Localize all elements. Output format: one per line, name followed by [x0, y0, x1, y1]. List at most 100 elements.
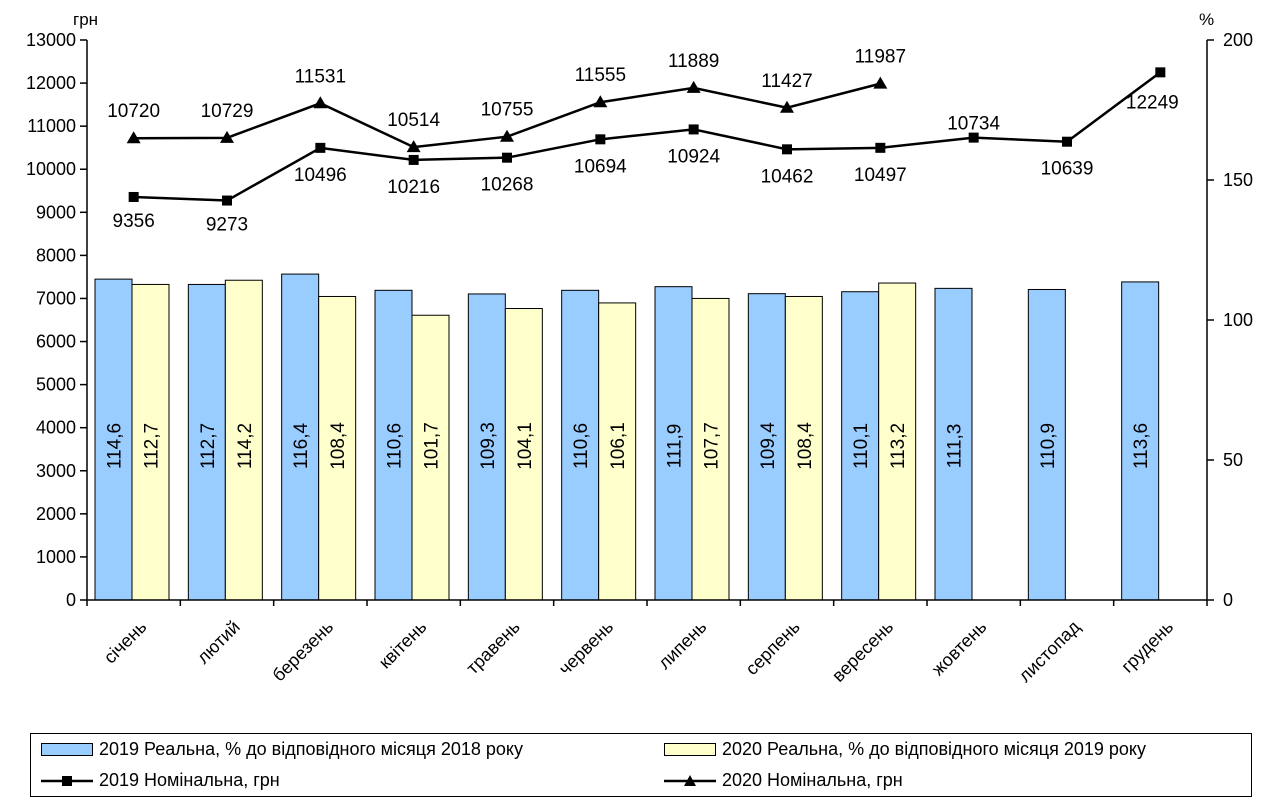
- bar: [784, 295, 823, 601]
- line-value-label: 10496: [294, 165, 347, 186]
- x-tick-label: листопад: [1015, 616, 1085, 686]
- x-tick-label: лютий: [193, 617, 244, 668]
- bar: [934, 287, 973, 601]
- x-tick-label: травень: [462, 617, 523, 678]
- line-marker-triangle: [313, 96, 328, 109]
- line-value-label: 10462: [761, 166, 814, 187]
- line-value-label: 10514: [387, 110, 440, 131]
- line-value-label: 10268: [481, 175, 534, 196]
- bar-value-label: 108,4: [328, 422, 349, 470]
- y-left-tick-label: 9000: [36, 202, 76, 222]
- line-marker-square: [782, 144, 792, 155]
- bar: [1121, 281, 1160, 601]
- line-marker-triangle: [126, 131, 141, 144]
- line-marker-triangle: [780, 100, 794, 113]
- line-value-label: 10694: [574, 156, 627, 177]
- line-value-label: 10924: [667, 146, 720, 167]
- y-left-tick-label: 11000: [27, 116, 76, 136]
- y-right-tick-label: 200: [1223, 30, 1253, 50]
- line-marker-triangle: [220, 130, 234, 143]
- line-value-label: 11987: [855, 47, 906, 68]
- legend-item-2020-nominal: 2020 Номінальна, грн: [664, 770, 903, 791]
- line-marker-square: [128, 191, 139, 202]
- y-left-tick-label: 0: [66, 590, 76, 610]
- line-marker-square: [222, 195, 232, 206]
- x-tick-label: квітень: [375, 617, 431, 673]
- y-left-tick-label: 6000: [36, 332, 76, 352]
- line-marker-square: [1155, 67, 1166, 78]
- bar-value-label: 113,6: [1131, 423, 1152, 469]
- legend-line-square-icon: [41, 775, 93, 786]
- bar: [878, 282, 917, 601]
- legend-item-2020-real: 2020 Реальна, % до відповідного місяця 2…: [664, 739, 1146, 760]
- lines-layer: 9356 9273 10496 10216 10268 10694 10924 10462 10…: [107, 47, 1179, 236]
- line-marker-square: [688, 124, 699, 135]
- legend-label-2019-real: 2019 Реальна, % до відповідного місяця 2…: [99, 739, 523, 759]
- legend-label-2019-nominal: 2019 Номінальна, грн: [99, 770, 280, 790]
- y-left-tick-label: 10000: [26, 159, 76, 179]
- legend-swatch-2020-real: [664, 743, 716, 756]
- y-left-tick-label: 1000: [36, 547, 76, 567]
- bar-value-label: 114,6: [105, 423, 126, 469]
- line-value-label: 10497: [854, 165, 907, 186]
- y-right-tick-label: 50: [1223, 450, 1243, 470]
- bar-value-label: 112,7: [142, 423, 163, 469]
- y-left-axis-label: грн: [73, 10, 98, 29]
- bar-value-label: 111,3: [945, 424, 966, 469]
- y-left-tick-label: 13000: [26, 30, 76, 50]
- line-value-label: 10729: [201, 101, 254, 122]
- line-value-label: 10639: [1041, 159, 1094, 180]
- bar: [561, 289, 600, 601]
- bar-value-label: 109,4: [758, 422, 779, 470]
- line-marker-square: [1062, 136, 1072, 147]
- y-right-tick-label: 150: [1223, 170, 1253, 190]
- line-value-label: 10216: [387, 177, 440, 198]
- line-value-label: 10734: [947, 114, 1000, 135]
- bar: [281, 273, 320, 601]
- line-value-label: 11889: [668, 51, 719, 72]
- line-value-label: 9273: [206, 215, 248, 236]
- line-series: [133, 71, 1162, 202]
- bar: [504, 308, 543, 601]
- x-tick-label: грудень: [1117, 617, 1177, 677]
- legend-line-triangle-icon: [664, 774, 716, 786]
- legend-label-2020-nominal: 2020 Номінальна, грн: [722, 770, 903, 790]
- legend-item-2019-nominal: 2019 Номінальна, грн: [41, 770, 280, 791]
- line-value-label: 11531: [295, 66, 346, 87]
- bar: [187, 283, 226, 601]
- bar: [1027, 288, 1066, 601]
- bar-value-label: 111,9: [665, 424, 686, 469]
- x-tick-label: червень: [555, 617, 617, 679]
- bar: [94, 278, 133, 601]
- x-tick-label: серпень: [742, 617, 804, 679]
- y-left-tick-label: 12000: [26, 73, 76, 93]
- line-value-label: 10720: [107, 101, 160, 122]
- line-marker-square: [968, 132, 979, 143]
- y-left-tick-label: 3000: [36, 461, 76, 481]
- line-value-label: 11427: [761, 71, 812, 92]
- line-value-label: 10755: [481, 100, 534, 121]
- legend-item-2019-real: 2019 Реальна, % до відповідного місяця 2…: [41, 739, 523, 760]
- bar-value-label: 116,4: [291, 423, 312, 470]
- y-left-tick-label: 5000: [36, 375, 76, 395]
- x-tick-label: жовтень: [928, 617, 991, 680]
- bar-value-label: 110,6: [571, 423, 592, 469]
- legend-label-2020-real: 2020 Реальна, % до відповідного місяця 2…: [722, 739, 1146, 759]
- y-left-tick-label: 4000: [36, 418, 76, 438]
- legend-swatch-2019-real: [41, 743, 93, 756]
- bar-value-label: 109,3: [478, 422, 499, 470]
- x-tick-label: липень: [654, 617, 710, 673]
- legend: 2019 Реальна, % до відповідного місяця 2…: [30, 733, 1252, 797]
- line-marker-square: [502, 152, 512, 163]
- line-marker-square: [595, 134, 606, 145]
- bar: [411, 314, 450, 601]
- line-marker-square: [315, 142, 326, 153]
- bar: [598, 302, 637, 601]
- line-marker-triangle: [686, 80, 701, 93]
- bar: [747, 293, 786, 601]
- line-marker-square: [875, 142, 886, 153]
- x-tick-label: березень: [268, 617, 337, 686]
- y-left-tick-label: 2000: [36, 504, 76, 524]
- bar-value-label: 110,1: [851, 423, 872, 469]
- bar-value-label: 112,7: [198, 423, 219, 469]
